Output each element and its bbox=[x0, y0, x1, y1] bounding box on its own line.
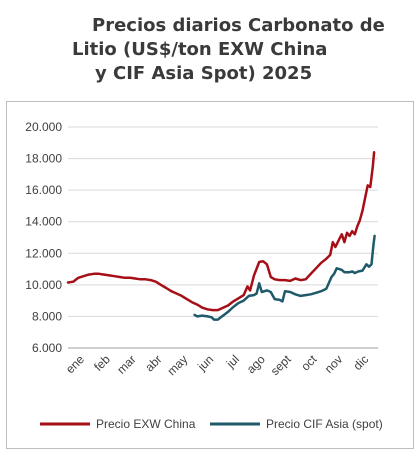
series-lines bbox=[66, 151, 376, 321]
x-tick-label: ago bbox=[244, 352, 268, 376]
x-tick-label: jun bbox=[194, 352, 216, 374]
x-tick-label: nov bbox=[322, 352, 346, 376]
chart-title: Precios diarios Carbonato de Litio (US$/… bbox=[20, 14, 410, 86]
chart-title-line-1: Precios diarios Carbonato de bbox=[92, 15, 385, 36]
series-line-0 bbox=[66, 151, 376, 312]
x-axis: ene feb mar abr may jun jul ago sept oct nov dic bbox=[63, 352, 371, 378]
legend: Precio EXW China Precio CIF Asia (spot) bbox=[40, 417, 383, 431]
y-tick-label: 14.000 bbox=[25, 215, 62, 229]
chart-title-line-3: y CIF Asia Spot) 2025 bbox=[95, 63, 313, 84]
y-tick-label: 8.000 bbox=[32, 309, 62, 323]
legend-label-cif-asia: Precio CIF Asia (spot) bbox=[266, 417, 383, 431]
chart-title-line-2: Litio (US$/ton EXW China bbox=[72, 39, 328, 60]
x-tick-label: sept bbox=[268, 352, 294, 378]
x-tick-label: abr bbox=[142, 352, 164, 374]
x-tick-label: ene bbox=[63, 352, 87, 376]
y-tick-label: 18.000 bbox=[25, 152, 62, 166]
x-tick-label: jul bbox=[223, 352, 242, 371]
series-line-1 bbox=[193, 234, 376, 321]
x-tick-label: may bbox=[164, 352, 190, 378]
y-tick-label: 12.000 bbox=[25, 246, 62, 260]
y-tick-label: 20.000 bbox=[25, 120, 62, 134]
y-tick-label: 10.000 bbox=[25, 278, 62, 292]
chart-frame bbox=[6, 101, 414, 449]
y-axis: 20.000 18.000 16.000 14.000 12.000 10.000 8.00… bbox=[25, 120, 62, 355]
x-tick-label: feb bbox=[91, 352, 113, 374]
x-tick-label: oct bbox=[298, 352, 320, 374]
y-tick-label: 6.000 bbox=[32, 341, 62, 355]
x-tick-label: mar bbox=[114, 352, 139, 377]
x-tick-label: dic bbox=[350, 352, 371, 373]
y-tick-label: 16.000 bbox=[25, 183, 62, 197]
legend-label-exw-china: Precio EXW China bbox=[96, 417, 196, 431]
